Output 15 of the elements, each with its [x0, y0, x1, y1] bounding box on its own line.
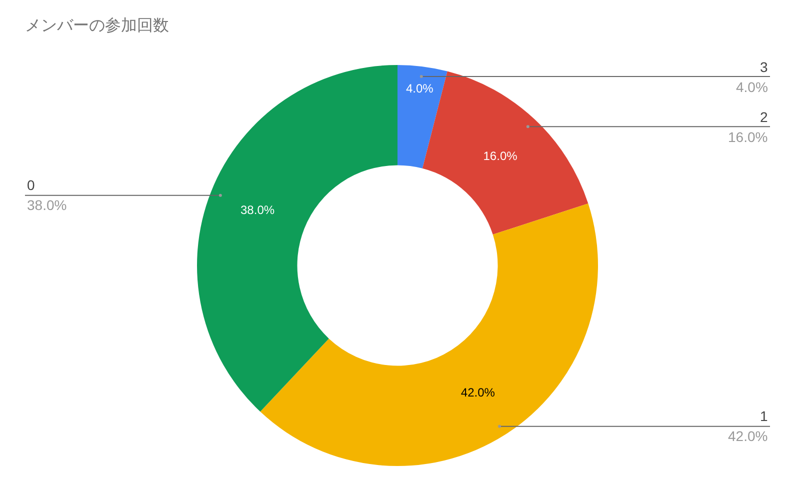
slice-label: 2: [760, 109, 768, 125]
data-label: 42.0%: [460, 385, 496, 400]
text: 42.0%: [728, 428, 768, 444]
text: 16.0%: [728, 129, 768, 145]
data-label: 38.0%: [240, 203, 275, 218]
chart-title: メンバーの参加回数: [25, 16, 169, 35]
slice-label: 0: [27, 177, 35, 193]
slice-label: 1: [760, 408, 768, 424]
text: 38.0%: [27, 197, 67, 213]
data-label: 16.0%: [483, 148, 518, 163]
slice-label: 3: [760, 59, 768, 75]
data-label: 4.0%: [406, 82, 434, 96]
donut-slice: [197, 65, 398, 412]
donut-slice: [398, 65, 448, 168]
text: 4.0%: [736, 79, 768, 95]
